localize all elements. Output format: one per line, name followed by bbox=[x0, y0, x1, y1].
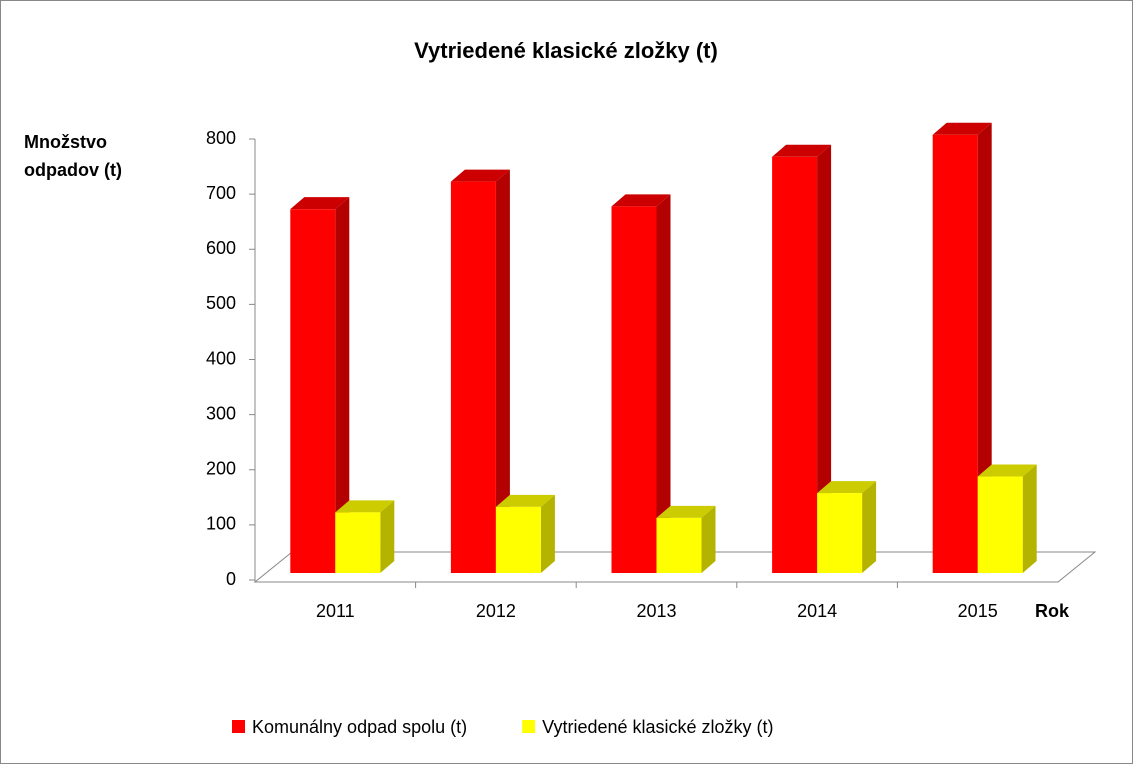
bar-face bbox=[932, 134, 978, 573]
y-tick-label: 200 bbox=[206, 459, 236, 479]
bar-face bbox=[932, 122, 992, 135]
x-tick-label: 2014 bbox=[797, 601, 837, 621]
bar-face bbox=[611, 194, 671, 207]
bar bbox=[450, 169, 510, 574]
legend-label: Komunálny odpad spolu (t) bbox=[252, 717, 467, 737]
bar-face bbox=[335, 197, 350, 574]
bar-face bbox=[290, 197, 350, 210]
bar-face bbox=[656, 194, 671, 573]
y-tick-label: 0 bbox=[226, 569, 236, 589]
bar bbox=[977, 464, 1037, 573]
legend-label: Vytriedené klasické zložky (t) bbox=[542, 717, 773, 737]
y-tick-label: 700 bbox=[206, 183, 236, 203]
x-tick-label: 2015 bbox=[958, 601, 998, 621]
bar-face bbox=[817, 144, 832, 573]
floor bbox=[253, 551, 1097, 583]
y-tick-label: 600 bbox=[206, 238, 236, 258]
bar-face bbox=[540, 494, 555, 573]
bar-face bbox=[862, 481, 877, 573]
x-tick-label: 2012 bbox=[476, 601, 516, 621]
bar bbox=[817, 481, 877, 573]
bar bbox=[611, 194, 671, 573]
bar-face bbox=[656, 505, 716, 518]
bar-face bbox=[495, 494, 555, 507]
bar-face bbox=[1022, 464, 1037, 573]
legend-swatch bbox=[232, 720, 245, 733]
y-tick-label: 800 bbox=[206, 128, 236, 148]
bar-face bbox=[335, 512, 381, 573]
bar-face bbox=[817, 481, 877, 494]
bar bbox=[932, 122, 992, 573]
x-tick-label: 2011 bbox=[316, 601, 355, 621]
y-tick-label: 100 bbox=[206, 514, 236, 534]
bar-face bbox=[656, 517, 702, 573]
y-tick-label: 500 bbox=[206, 293, 236, 313]
bar-face bbox=[611, 206, 657, 573]
legend-swatch bbox=[522, 720, 536, 733]
bar-face bbox=[977, 476, 1023, 573]
bar bbox=[495, 494, 555, 573]
bar-face bbox=[977, 464, 1037, 477]
y-axis-label: Množstvo odpadov (t) bbox=[24, 132, 122, 180]
bar bbox=[290, 197, 350, 574]
x-axis-label: Rok bbox=[1035, 601, 1070, 621]
bar-face bbox=[450, 169, 510, 182]
y-tick-label: 400 bbox=[206, 348, 236, 368]
bar bbox=[656, 505, 716, 573]
bar-face bbox=[977, 122, 992, 573]
bar-face bbox=[495, 506, 541, 573]
bar-face bbox=[772, 156, 818, 573]
bar-face bbox=[335, 500, 395, 513]
bar-face bbox=[701, 505, 716, 573]
bar-face bbox=[450, 181, 496, 574]
bar-face bbox=[290, 209, 336, 574]
y-tick-label: 300 bbox=[206, 403, 236, 423]
bar-face bbox=[772, 144, 832, 157]
bar bbox=[335, 500, 395, 573]
bar-face bbox=[817, 493, 863, 573]
chart-title: Vytriedené klasické zložky (t) bbox=[414, 38, 718, 63]
bar bbox=[772, 144, 832, 573]
bar-face bbox=[380, 500, 395, 573]
bar-face bbox=[495, 169, 510, 574]
x-tick-label: 2013 bbox=[636, 601, 676, 621]
